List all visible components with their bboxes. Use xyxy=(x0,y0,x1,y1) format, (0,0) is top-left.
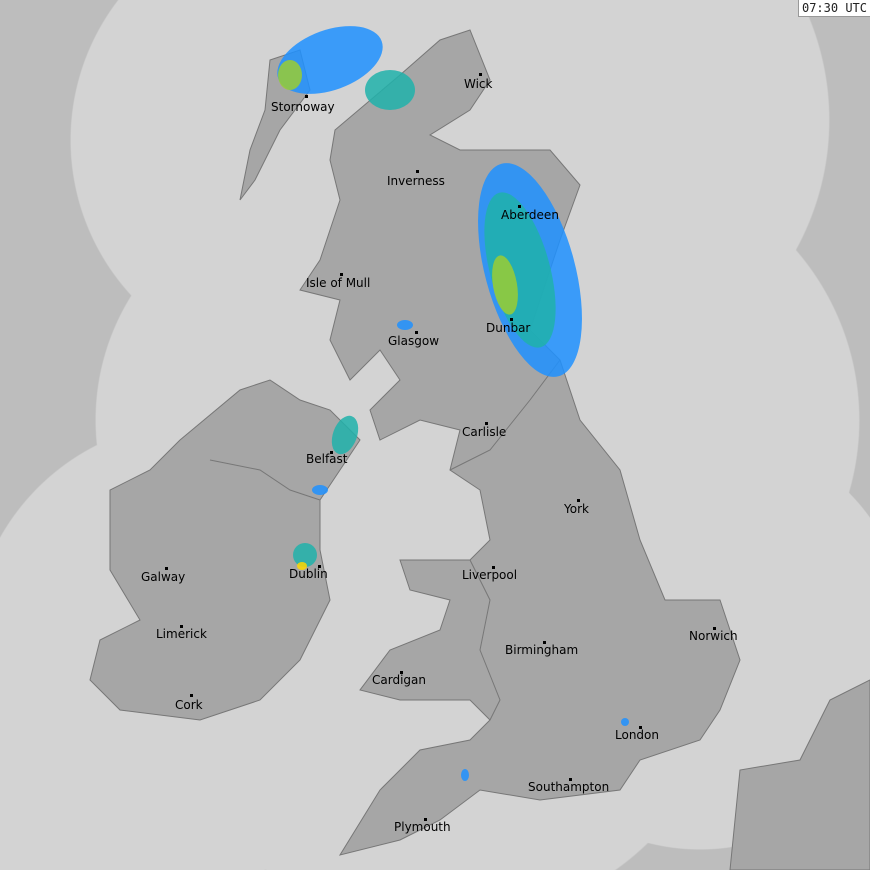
city-marker xyxy=(165,567,168,570)
city-label: Belfast xyxy=(306,452,348,466)
city-label: Cork xyxy=(175,698,203,712)
rain-echo xyxy=(331,415,359,455)
land-ireland xyxy=(89,379,361,721)
rain-echo xyxy=(278,60,302,90)
rain-echo xyxy=(461,769,469,781)
city-marker xyxy=(180,625,183,628)
city-marker xyxy=(330,451,333,454)
city-marker xyxy=(190,694,193,697)
border-ni-roi xyxy=(209,459,321,501)
rain-echo xyxy=(297,562,307,570)
city-marker xyxy=(510,318,513,321)
rain-echo xyxy=(621,718,629,726)
city-marker xyxy=(340,273,343,276)
city-label: Carlisle xyxy=(462,425,507,439)
city-label: Southampton xyxy=(528,780,610,794)
rain-echo xyxy=(277,26,383,94)
city-marker xyxy=(577,499,580,502)
city-label: Glasgow xyxy=(388,334,440,348)
rain-echo xyxy=(312,485,328,495)
city-marker xyxy=(318,565,321,568)
city-marker xyxy=(492,566,495,569)
city-label: Birmingham xyxy=(505,643,579,657)
city-marker xyxy=(518,205,521,208)
city-marker xyxy=(416,170,419,173)
city-label: Dublin xyxy=(289,567,328,581)
city-marker xyxy=(639,726,642,729)
city-label: Isle of Mull xyxy=(306,276,371,290)
city-label: Cardigan xyxy=(372,673,426,687)
city-label: London xyxy=(615,728,659,742)
city-marker xyxy=(713,627,716,630)
city-label: Galway xyxy=(141,570,186,584)
timestamp: 07:30 UTC xyxy=(797,0,870,17)
rain-echo xyxy=(293,543,317,567)
city-label: Aberdeen xyxy=(501,208,559,222)
city-marker xyxy=(569,778,572,781)
city-label: Stornoway xyxy=(271,100,335,114)
city-marker xyxy=(543,641,546,644)
city-marker xyxy=(479,73,482,76)
city-label: Limerick xyxy=(156,627,207,641)
city-marker xyxy=(305,95,308,98)
rain-echo xyxy=(492,255,518,315)
border-england-wales xyxy=(469,559,501,721)
city-marker xyxy=(424,818,427,821)
rain-echo xyxy=(397,320,413,330)
city-marker xyxy=(415,331,418,334)
city-label: York xyxy=(564,502,589,516)
city-label: Wick xyxy=(464,77,493,91)
land-continent xyxy=(729,679,870,870)
city-marker xyxy=(400,671,403,674)
border-scotland-england xyxy=(449,359,561,471)
land-great-britain xyxy=(299,29,741,856)
city-label: Plymouth xyxy=(394,820,451,834)
city-label: Inverness xyxy=(387,174,445,188)
city-label: Liverpool xyxy=(462,568,518,582)
city-label: Dunbar xyxy=(486,321,531,335)
city-label: Norwich xyxy=(689,629,738,643)
rain-echo xyxy=(365,70,415,110)
rain-echoes xyxy=(277,26,629,781)
city-marker xyxy=(485,422,488,425)
